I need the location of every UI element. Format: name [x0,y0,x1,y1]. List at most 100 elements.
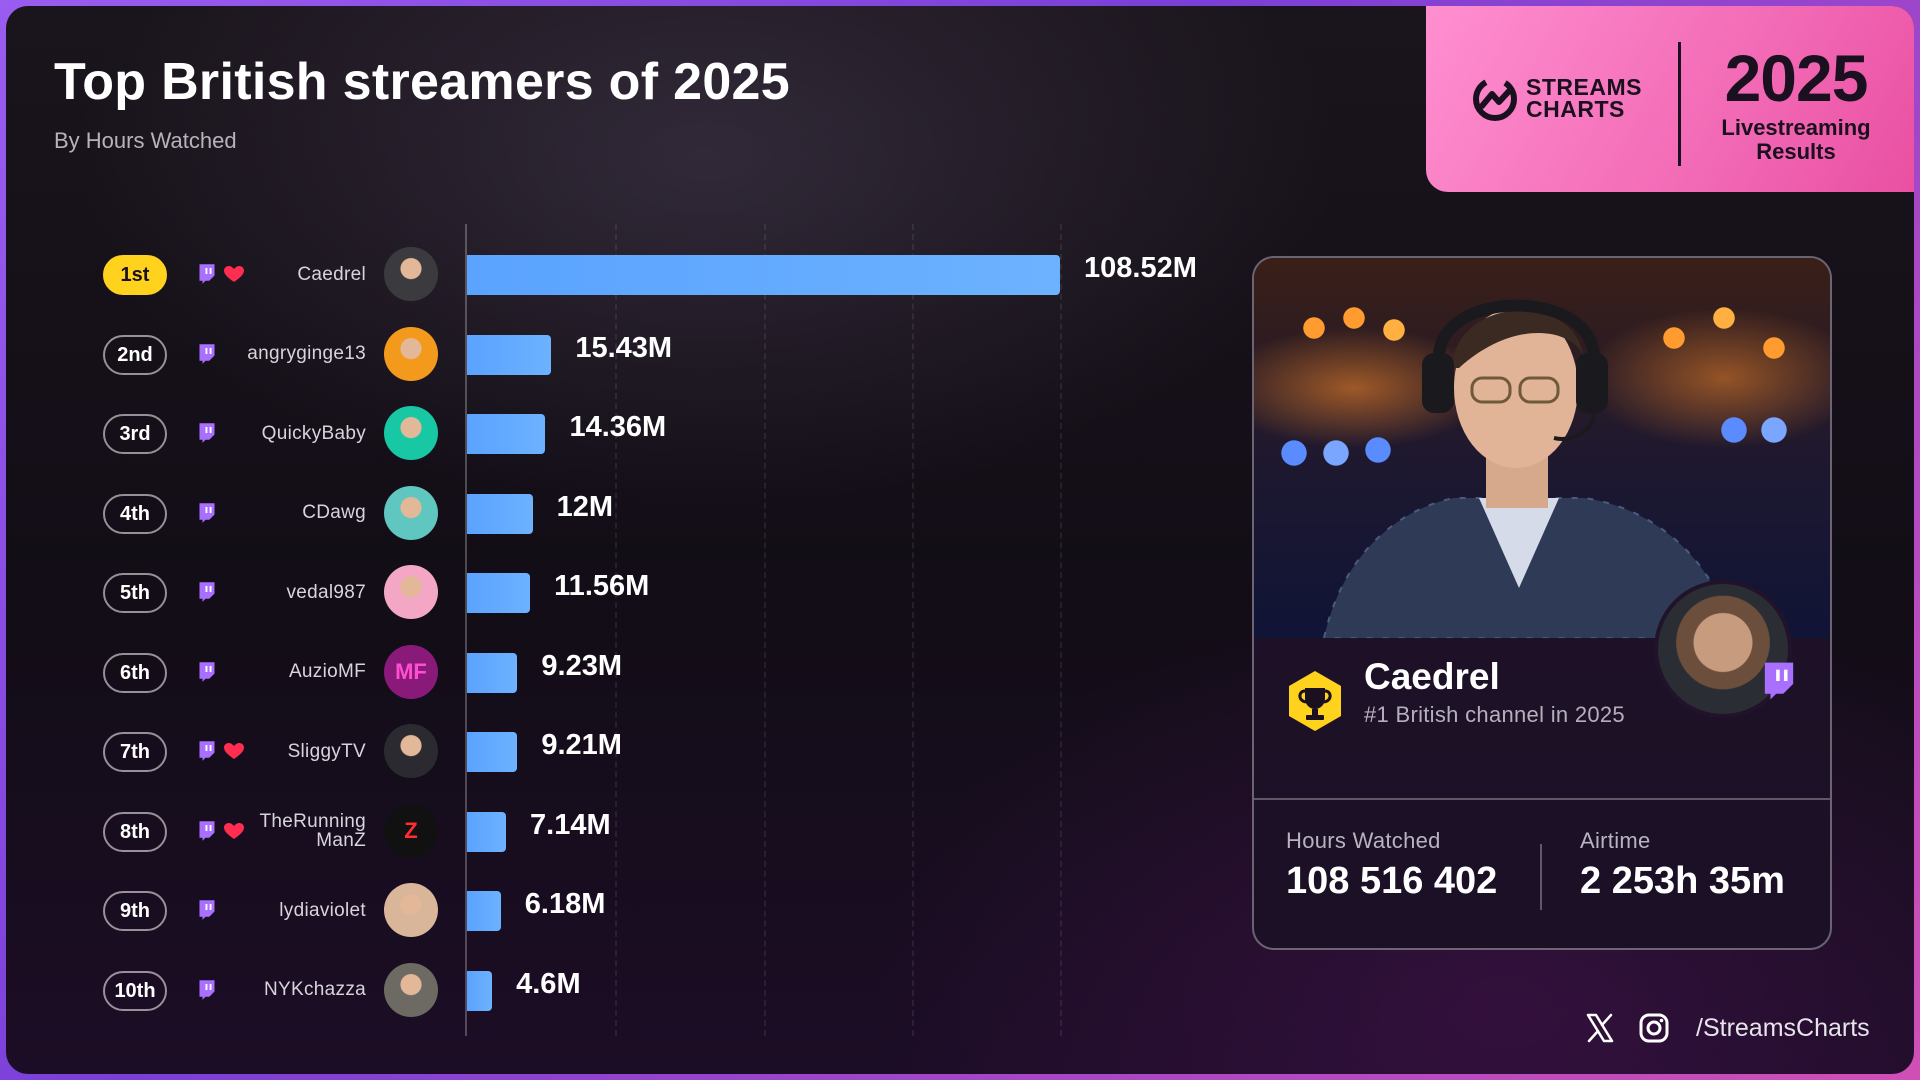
card-twitch-icon [1764,662,1794,700]
brand-corner [1426,6,1914,192]
channel-name: Caedrel [297,263,366,285]
heart-icon [224,266,244,282]
chart-bar [467,255,1060,295]
brand-name-line1: STREAMS [1526,74,1642,100]
x-icon[interactable] [1584,1012,1616,1044]
twitch-icon [199,979,215,1000]
brand-tagline-line2: Results [1756,139,1836,164]
channel-name: QuickyBaby [261,422,366,444]
brand-separator [1678,42,1681,166]
rank-badge: 10th [103,970,167,1011]
chart-row: 4th CDawg 12M [6,473,1246,553]
chart-row: 9th lydiaviolet 6.18M [6,870,1246,950]
channel-name: vedal987 [286,581,366,603]
rank-badge: 2nd [103,334,167,375]
channel-name: AuzioMF [288,661,366,682]
grid-line [763,224,766,1036]
card-avatar [1654,580,1792,718]
streamer-photo-figure [1322,299,1736,638]
channel-name: CDawg [302,502,366,523]
chart-row: 2nd angryginge13 15.43M [6,314,1246,394]
channel-avatar [384,724,438,778]
channel-name: SliggyTV [287,740,366,762]
heart-icon [224,822,244,839]
twitch-icon [199,343,215,364]
channel-avatar [384,406,438,460]
grid-line [1060,224,1062,1036]
bar-value-label: 14.36M [569,411,667,443]
rank-badge: 9th [103,891,167,931]
chart-bar [467,811,507,852]
channel-avatar [384,326,438,381]
bar-value-label: 9.21M [541,729,622,761]
chart-bar [467,891,501,931]
streams-charts-logo-icon [1473,77,1517,121]
rank-badge: 4th [103,493,167,534]
rank-badge: 3rd [103,414,167,454]
bar-value-label: 11.56M [554,570,650,602]
twitch-icon [199,502,215,523]
chart-row: 1st Caedrel 108.52M [6,234,1246,314]
page-subtitle: By Hours Watched [54,128,237,153]
chart-bar [467,493,533,534]
card-divider [1254,798,1830,800]
twitch-icon [199,423,215,443]
main-panel: Top British streamers of 2025 By Hours W… [6,6,1914,1074]
brand-name: STREAMS CHARTS [1526,74,1642,122]
channel-avatar [384,485,438,540]
rank-badge: 7th [103,732,167,772]
bar-value-label: 108.52M [1084,252,1197,284]
airtime-value: 2 253h 35m [1580,860,1785,902]
brand-year: 2025 [1724,41,1869,115]
channel-avatar: Z [384,803,438,858]
bar-value-label: 12M [556,490,613,523]
page-title: Top British streamers of 2025 [54,53,790,111]
channel-avatar [384,962,438,1017]
bar-value-label: 6.18M [524,888,606,920]
social-handle[interactable]: /StreamsCharts [1696,1014,1870,1042]
stat-separator [1540,844,1542,910]
channel-name: lydiaviolet [279,899,366,921]
grid-line [911,224,914,1036]
card-streamer-subtitle: #1 British channel in 2025 [1364,702,1625,727]
chart-row: 3rd QuickyBaby 14.36M [6,393,1246,473]
bar-value-label: 7.14M [530,808,611,841]
instagram-icon[interactable] [1638,1012,1670,1044]
twitch-icon [199,900,215,920]
axis-line [465,224,467,1036]
chart-bar [467,573,531,613]
hours-watched-label: Hours Watched [1286,828,1441,853]
twitch-icon [199,820,215,841]
chart-row: 7th SliggyTV 9.21M [6,711,1246,791]
twitch-icon [199,741,215,761]
rank-badge: 6th [103,652,167,693]
bar-value-label: 15.43M [575,331,673,364]
channel-avatar [384,883,438,937]
rank-badge: 5th [103,573,167,613]
twitch-icon [199,264,215,284]
channel-avatar [384,565,438,619]
bar-value-label: 9.23M [541,649,623,682]
bar-value-label: 4.6M [516,967,581,1000]
channel-avatar [384,247,438,301]
chart-row: 5th vedal987 11.56M [6,552,1246,632]
chart-bar [467,334,552,375]
airtime-label: Airtime [1580,828,1651,853]
brand-tagline-line1: Livestreaming [1721,115,1871,140]
top-streamer-card: Caedrel #1 British channel in 2025 Hours… [1252,256,1832,950]
brand-name-line2: CHARTS [1526,96,1625,122]
channel-name: NYKchazza [264,979,366,1000]
grid-line [615,224,618,1036]
channel-avatar: MF [384,644,438,699]
chart-bar [467,414,546,454]
streamer-photo [1254,258,1830,638]
rank-badge: 8th [103,811,167,852]
chart-row: 6th AuzioMF MF 9.23M [6,632,1246,712]
hours-watched-value: 108 516 402 [1286,860,1498,902]
chart-bar [467,652,518,693]
chart-row: 8th TheRunning ManZ Z 7.14M [6,791,1246,871]
brand-tagline: Livestreaming Results [1696,116,1896,164]
chart-bar [467,970,493,1011]
chart-row: 10th NYKchazza 4.6M [6,950,1246,1030]
heart-icon [224,743,244,759]
